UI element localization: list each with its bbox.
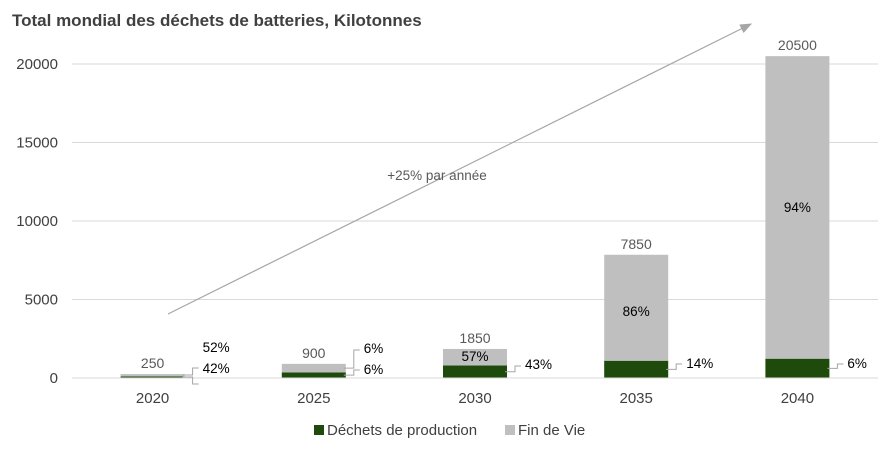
pct-label-fin-de-vie: 86%	[623, 304, 650, 319]
leader-line	[343, 369, 360, 376]
trend-annotation: +25% par année	[387, 168, 486, 183]
chart-title: Total mondial des déchets de batteries, …	[12, 11, 422, 30]
total-label: 1850	[459, 330, 490, 346]
legend-swatch-dechets-production	[314, 425, 324, 435]
legend-label-dechets-production: Déchets de production	[327, 422, 477, 439]
x-tick-label: 2040	[781, 390, 814, 407]
pct-label-fin-de-vie: 57%	[461, 349, 488, 364]
x-tick-label: 2030	[458, 390, 491, 407]
leader-line	[827, 363, 844, 369]
total-label: 900	[302, 345, 326, 361]
bar-fin-de-vie	[120, 374, 185, 377]
leader-line	[666, 363, 683, 370]
pct-label-dechets-production: 14%	[686, 356, 713, 371]
bar-dechets-production	[120, 376, 185, 378]
bar-dechets-production	[765, 358, 830, 378]
y-tick-label: 0	[50, 370, 58, 387]
y-tick-label: 15000	[16, 135, 58, 152]
bar-dechets-production	[604, 360, 669, 378]
bar-fin-de-vie	[604, 254, 669, 361]
total-label: 250	[141, 355, 165, 371]
trend-arrow	[167, 23, 753, 315]
x-tick-label: 2035	[620, 390, 653, 407]
pct-label-dechets-production: 43%	[525, 357, 552, 372]
pct-label-fin-de-vie: 94%	[784, 200, 811, 215]
leader-line	[505, 365, 521, 373]
pct-label-fin-de-vie: 52%	[203, 340, 230, 355]
legend-swatch-fin-de-vie	[505, 425, 515, 435]
pct-label-dechets-production: 42%	[203, 361, 230, 376]
y-tick-label: 5000	[25, 292, 58, 309]
y-tick-label: 10000	[16, 213, 58, 230]
x-tick-label: 2020	[136, 390, 169, 407]
bar-fin-de-vie	[765, 56, 830, 359]
leader-line	[343, 349, 360, 369]
legend-label-fin-de-vie: Fin de Vie	[518, 422, 585, 439]
x-tick-label: 2025	[297, 390, 330, 407]
pct-label-fin-de-vie: 6%	[364, 341, 384, 356]
bar-fin-de-vie	[281, 363, 346, 373]
bar-dechets-production	[281, 372, 346, 378]
pct-label-dechets-production: 6%	[847, 356, 867, 371]
y-tick-label: 20000	[16, 56, 58, 73]
leader-line	[182, 376, 199, 385]
pct-label-dechets-production: 6%	[364, 362, 384, 377]
bar-fin-de-vie	[443, 348, 507, 366]
total-label: 7850	[621, 236, 652, 252]
bar-dechets-production	[443, 365, 507, 378]
total-label: 20500	[778, 37, 817, 53]
leader-line	[182, 367, 199, 376]
